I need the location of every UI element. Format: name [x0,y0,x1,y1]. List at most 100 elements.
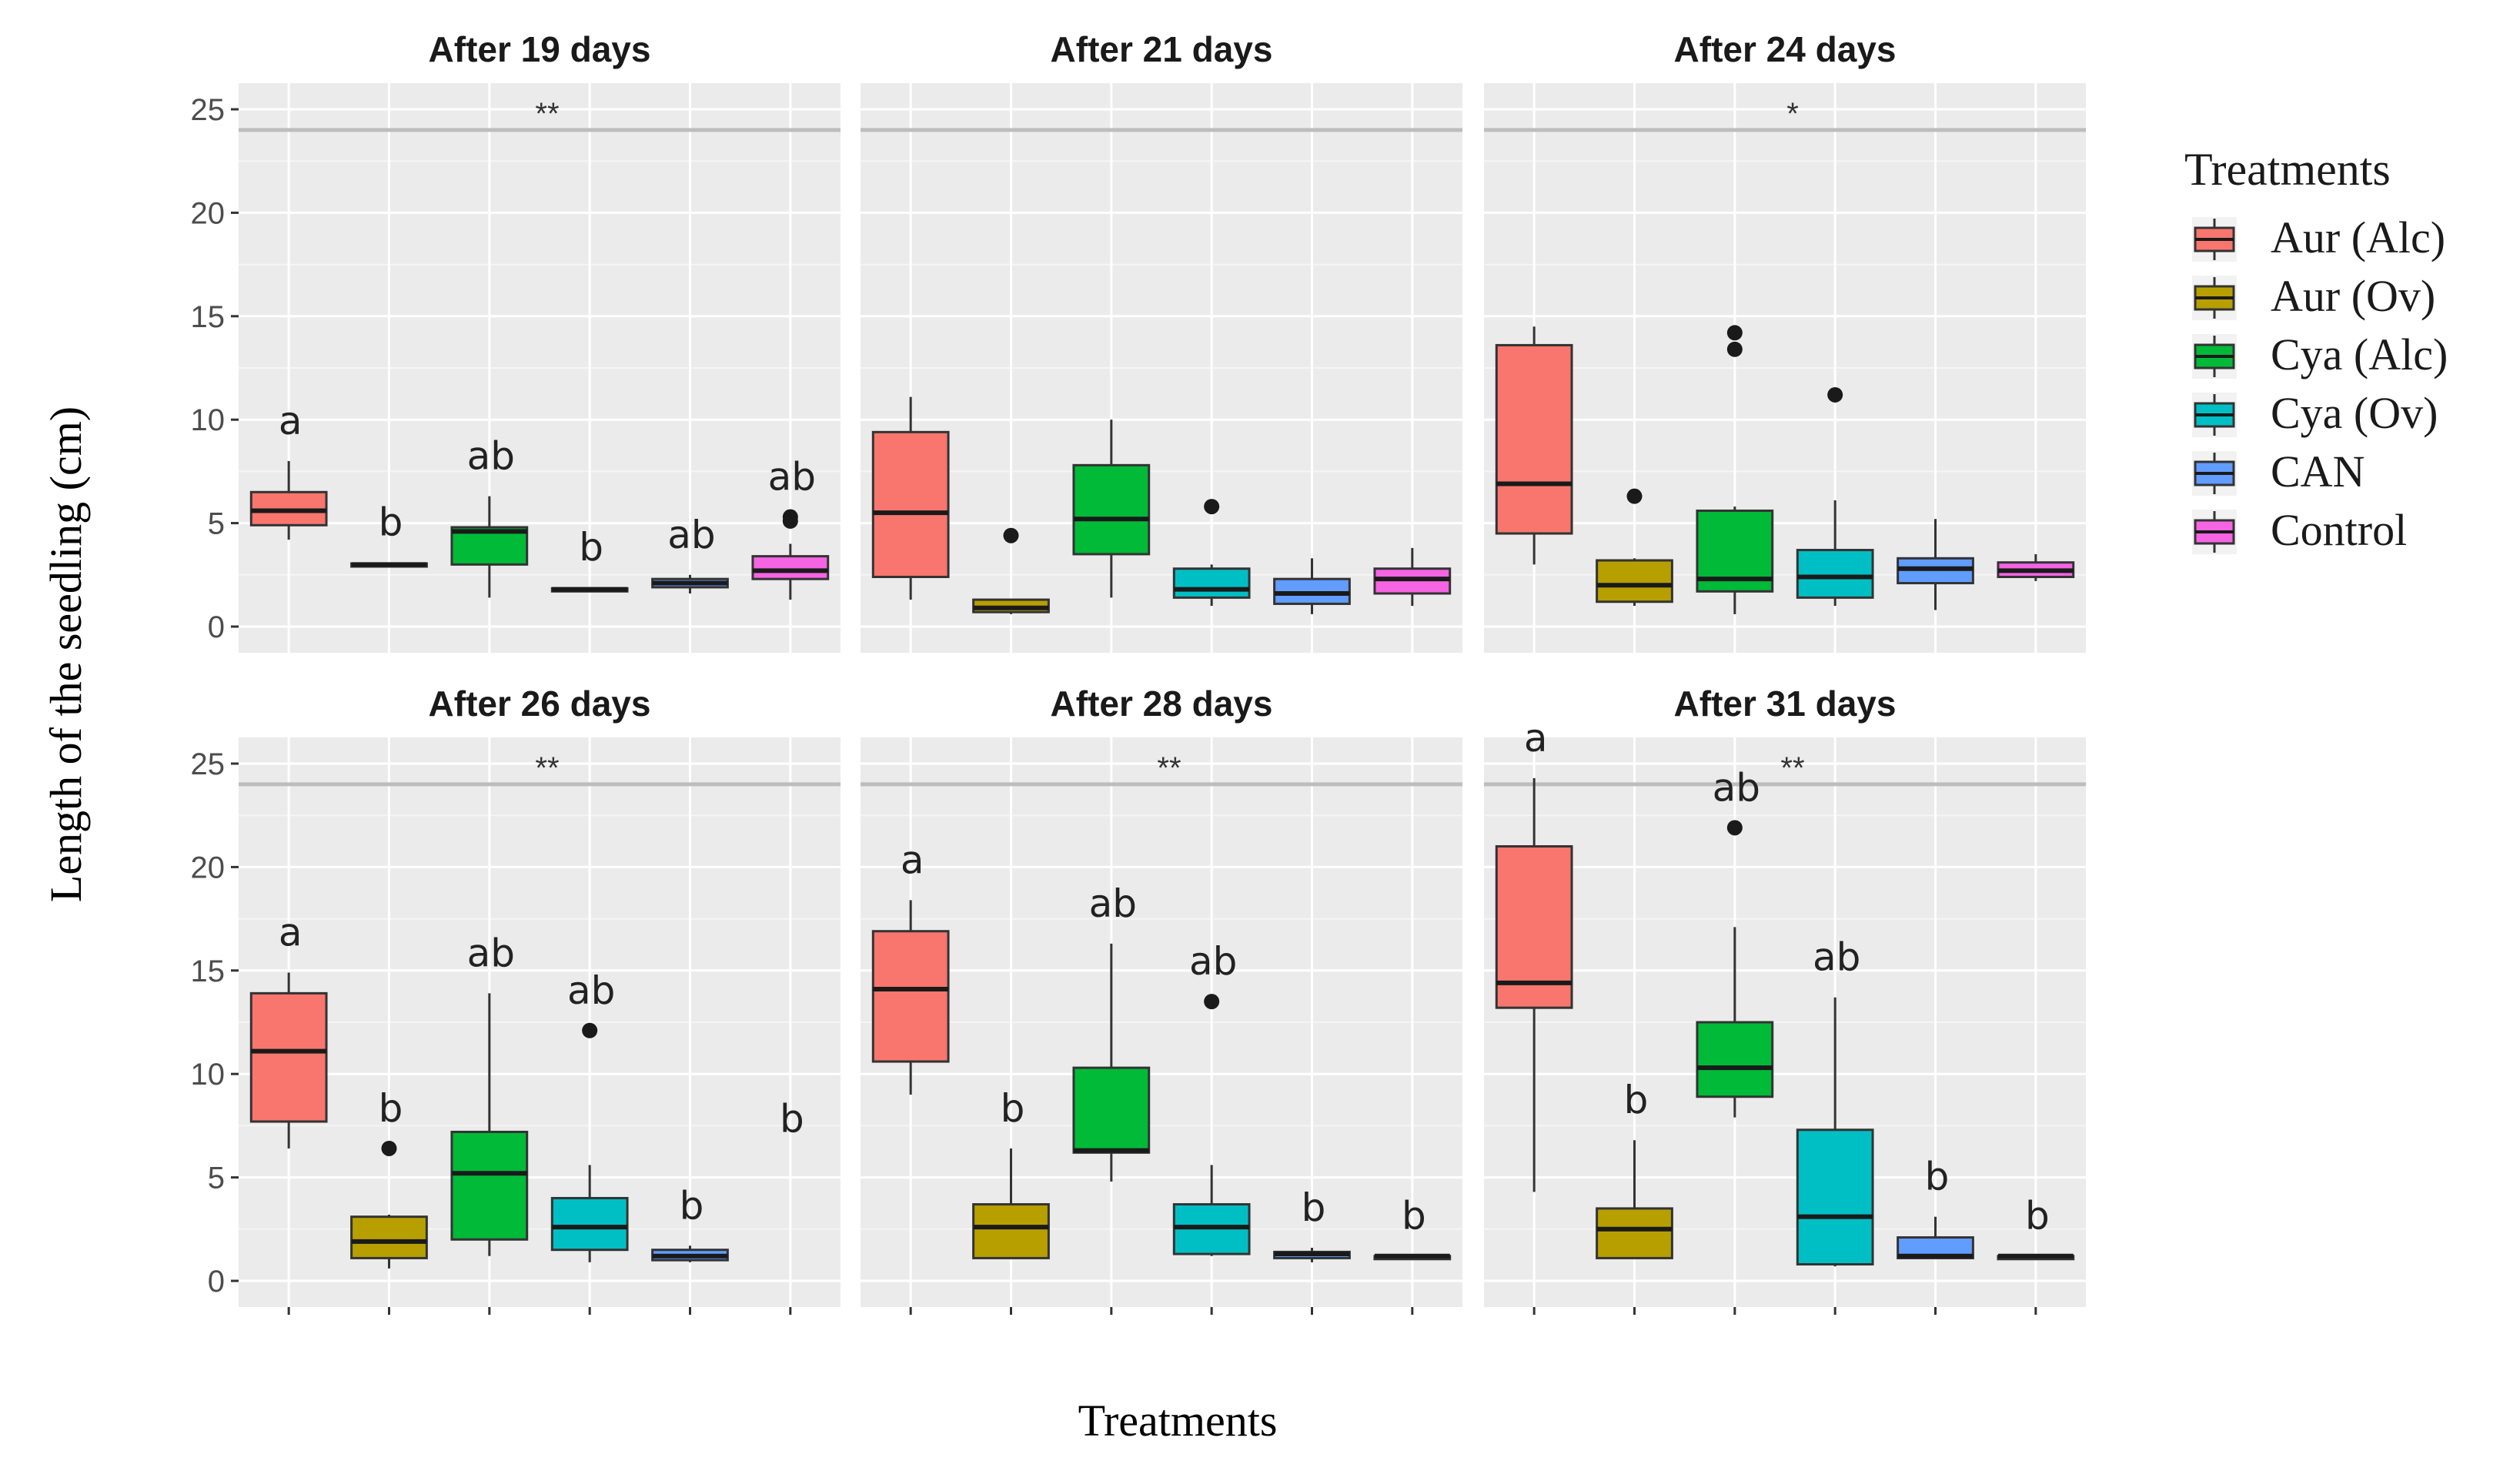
facet-strip [1484,670,2086,737]
legend-label: Aur (Ov) [2271,271,2435,321]
box-1 [972,527,1050,614]
facet-title: After 21 days [1051,29,1273,69]
box-0 [871,900,950,1095]
box-2 [1696,325,1774,614]
y-tick-label: 0 [208,610,225,644]
box-body [249,991,328,1123]
significance-letter: ab [1713,765,1760,810]
significance-marker: * [1786,97,1799,131]
legend-label: Control [2271,505,2407,555]
box-5 [1373,1253,1452,1261]
box-1 [1596,488,1673,607]
legend-item: Cya (Alc) [2192,329,2448,379]
box-body [1172,567,1251,599]
facet-strip [861,15,1462,83]
significance-letter: b [1624,1078,1649,1122]
outlier-point [1204,994,1220,1010]
significance-letter: ab [1813,935,1860,980]
y-tick-label: 20 [191,196,226,230]
box-2 [450,993,529,1256]
box-body [751,555,830,580]
box-body [350,1215,428,1259]
box-4 [1897,519,1974,610]
y-tick-label: 15 [191,300,226,334]
box-body [1696,1021,1774,1098]
box-3 [1172,994,1251,1256]
box-4 [1273,558,1351,614]
outlier-point [381,1140,397,1156]
y-tick-label: 5 [208,507,225,541]
facet-strip [239,670,841,737]
box-0 [249,972,328,1148]
y-tick-label: 10 [191,403,226,437]
significance-letter: b [780,1096,804,1141]
box-2 [1072,420,1151,598]
facet-title: After 31 days [1674,684,1897,724]
outlier-point [1726,325,1743,341]
significance-marker: ** [1780,751,1804,785]
significance-letter: b [379,1086,403,1131]
box-body [550,1196,629,1252]
significance-letter: b [1302,1185,1326,1230]
legend-label: Cya (Ov) [2271,388,2438,438]
legend-label: Aur (Alc) [2271,212,2445,262]
box-body [1072,463,1151,556]
significance-marker: ** [1157,751,1181,785]
significance-letter: b [579,525,603,570]
box-0 [1495,777,1573,1192]
box-body [1072,1066,1151,1154]
outlier-point [1204,499,1220,515]
facet-strip [239,15,841,83]
legend-label: Cya (Alc) [2271,329,2448,379]
significance-letter: b [2025,1194,2050,1239]
significance-letter: b [1001,1086,1025,1131]
facet-strip [1484,15,2086,83]
significance-marker: ** [535,97,559,131]
significance-letter: a [1524,716,1548,761]
significance-letter: ab [768,455,816,500]
box-4 [1273,1247,1351,1262]
box-3 [550,1022,629,1262]
outlier-point [582,1022,598,1038]
box-4 [651,574,729,593]
outlier-point [1003,527,1019,543]
box-1 [972,1148,1050,1259]
box-2 [1072,943,1151,1182]
box-body [972,1203,1050,1259]
significance-letter: b [680,1183,704,1228]
significance-letter: ab [1189,939,1237,984]
box-body [871,430,950,578]
box-body [450,1130,529,1241]
box-1 [350,1140,428,1269]
significance-letter: ab [1089,881,1137,926]
significance-letter: ab [567,968,615,1013]
box-body [871,930,950,1063]
significance-letter: a [279,399,302,443]
legend-title: Treatments [2184,144,2391,195]
legend-items: Aur (Alc) Aur (Ov) Cya (Alc) Cya (Ov) CAN Con… [2192,212,2448,555]
y-tick-label: 25 [191,93,226,127]
facet-panel: After 24 days * [1484,15,2086,653]
box-5 [751,509,830,600]
box-0 [1495,326,1573,565]
box-2 [1696,820,1774,1118]
box-5 [1373,547,1452,607]
box-3 [1172,499,1251,607]
box-body [1495,343,1573,535]
box-0 [871,396,950,600]
significance-letter: b [1925,1155,1950,1199]
box-4 [1897,1216,1974,1259]
significance-letter: a [901,837,924,882]
outlier-point [782,509,798,525]
x-axis-title: Treatments [1078,1396,1278,1446]
significance-marker: ** [535,751,559,785]
outlier-point [1726,341,1743,357]
significance-letter: ab [667,513,715,557]
outlier-point [1626,488,1643,504]
significance-letter: ab [467,434,515,479]
box-body [1796,549,1874,599]
box-3 [1796,386,1874,607]
